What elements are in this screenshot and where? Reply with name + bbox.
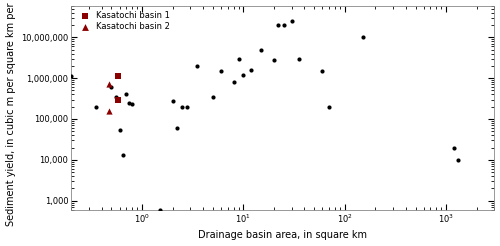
Kasatochi basin 1 (114, 98, 122, 102)
Point (172, 126, 180, 130)
Point (325, 105, 333, 109)
Point (128, 102, 136, 106)
Point (358, 35, 366, 39)
Point (122, 92, 130, 96)
Kasatochi basin 1 (114, 75, 122, 78)
Point (234, 57, 242, 61)
Point (156, 208, 164, 212)
Point (257, 48, 265, 52)
Point (108, 85, 116, 89)
Point (274, 23, 282, 27)
Point (288, 19, 296, 23)
Point (178, 105, 186, 109)
Point (450, 146, 458, 150)
Point (193, 64, 201, 68)
Point (116, 128, 124, 132)
Point (230, 80, 237, 84)
Point (92, 105, 100, 109)
Point (67, 75, 75, 78)
Point (184, 105, 192, 109)
Kasatochi basin 2 (105, 109, 113, 113)
Point (209, 95, 217, 99)
Point (119, 153, 127, 157)
Point (126, 101, 134, 105)
Y-axis label: Sediment yield, in cubic m per square km per yr: Sediment yield, in cubic m per square km… (6, 0, 16, 226)
Point (112, 95, 120, 99)
Point (280, 23, 287, 27)
Legend: Kasatochi basin 1, Kasatochi basin 2: Kasatochi basin 1, Kasatochi basin 2 (76, 10, 172, 33)
Point (168, 99, 176, 103)
Point (270, 58, 278, 62)
Point (454, 158, 462, 162)
X-axis label: Drainage basin area, in square km: Drainage basin area, in square km (198, 231, 368, 240)
Point (217, 69, 225, 73)
Point (248, 68, 256, 72)
Point (240, 73, 248, 77)
Point (318, 69, 326, 73)
Point (294, 57, 302, 61)
Kasatochi basin 2 (105, 82, 113, 86)
